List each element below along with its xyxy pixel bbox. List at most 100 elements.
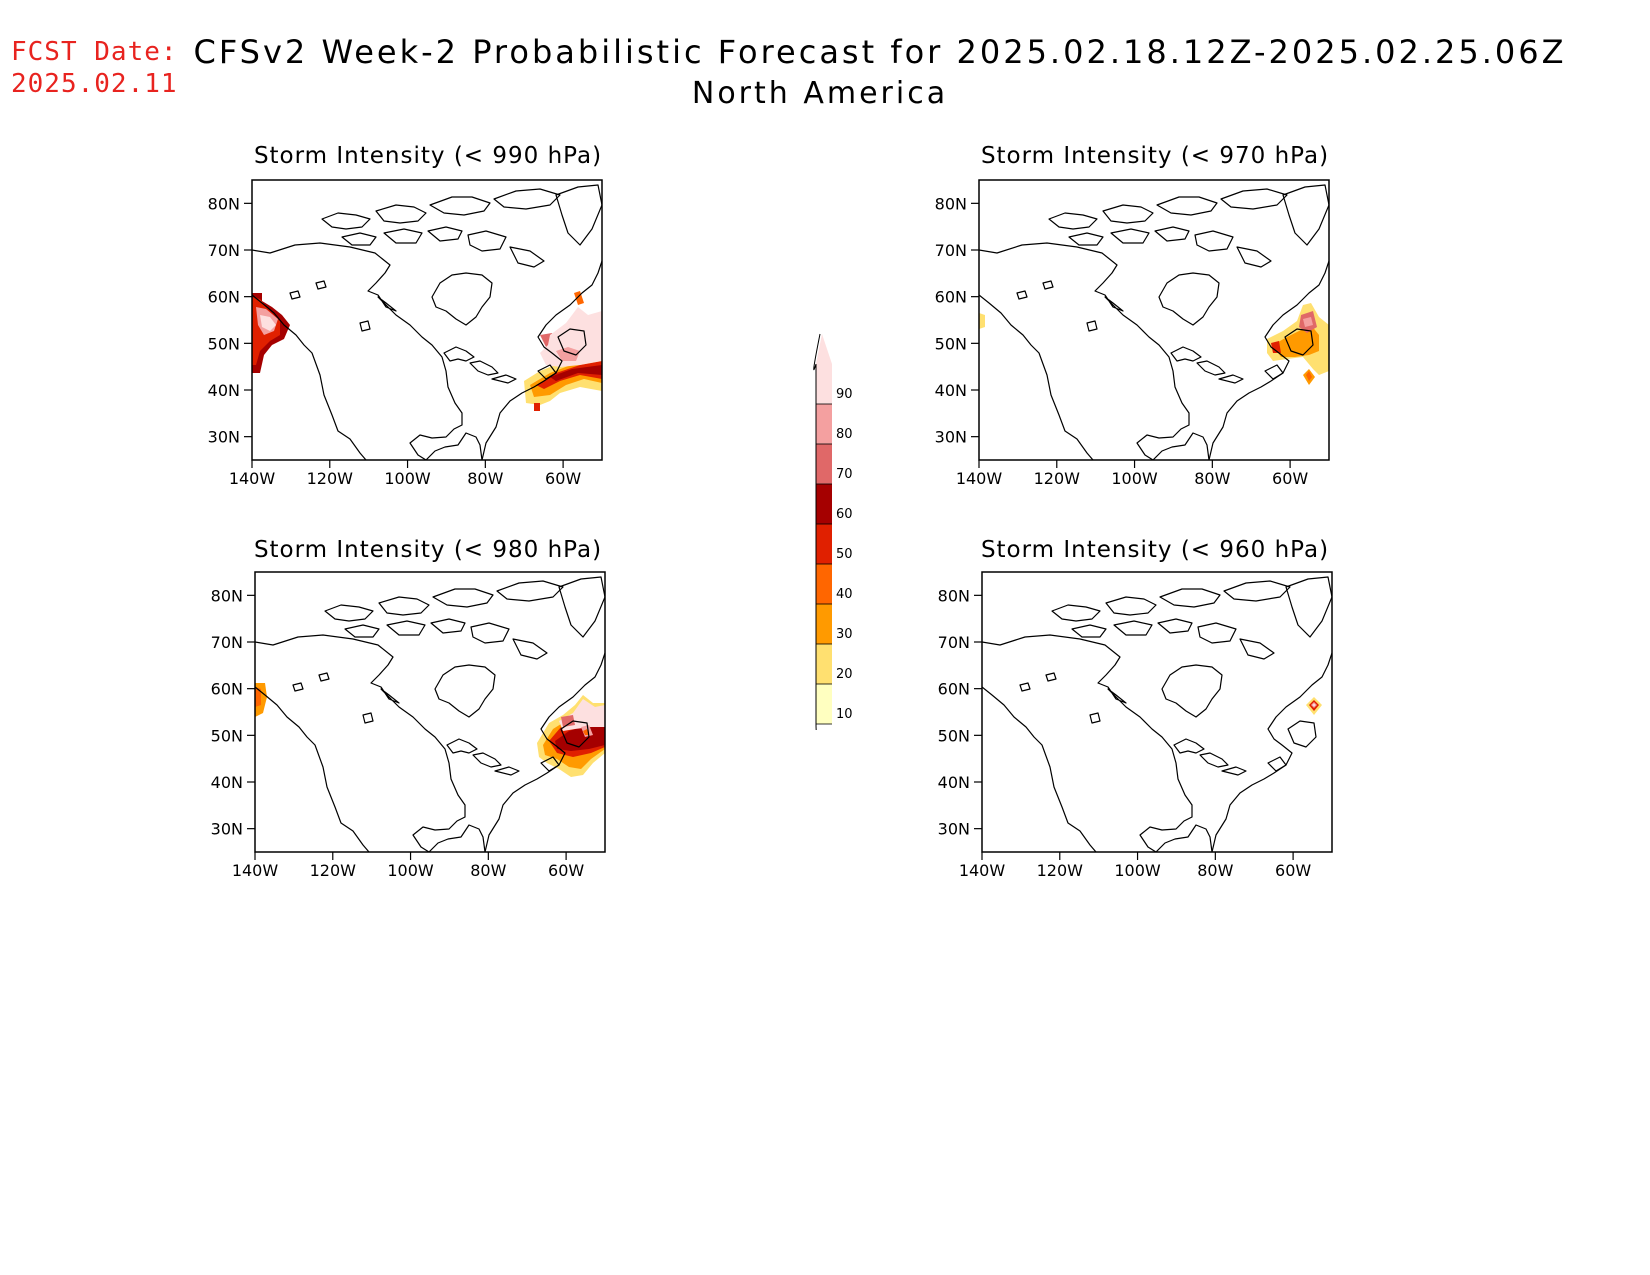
map-frame bbox=[981, 571, 1333, 853]
coastline-22 bbox=[1086, 320, 1098, 332]
probability-shading bbox=[252, 291, 602, 411]
coastline-15 bbox=[467, 230, 507, 252]
colorbar-label: 60 bbox=[836, 507, 853, 522]
lon-tick-label: 60W bbox=[545, 469, 581, 488]
coastline-22 bbox=[359, 320, 371, 332]
probability-shading bbox=[1306, 697, 1322, 715]
panel-title-980: Storm Intensity (< 980 hPa) bbox=[253, 537, 603, 563]
prob-area-alaska bbox=[255, 687, 261, 707]
panel-title-970: Storm Intensity (< 970 hPa) bbox=[980, 143, 1330, 169]
map-panel-990: 80N 70N 60N 50N 40N 30N 140W 120W 100W 80W 60W bbox=[208, 179, 603, 488]
coastline-17 bbox=[558, 576, 605, 638]
coastline-9 bbox=[1102, 204, 1154, 224]
coastline-14 bbox=[1157, 618, 1193, 634]
coastline-8 bbox=[1048, 212, 1098, 230]
coastline-13 bbox=[383, 228, 423, 244]
colorbar-label: 70 bbox=[836, 467, 853, 482]
prob-area-newfoundland bbox=[1303, 317, 1313, 327]
lon-tick-label: 60W bbox=[1275, 861, 1311, 880]
lat-tick-label: 40N bbox=[938, 773, 970, 792]
coastline-0 bbox=[252, 242, 463, 460]
coastline-2 bbox=[1211, 652, 1332, 852]
coastline-16 bbox=[1236, 246, 1272, 268]
coastline-15 bbox=[1194, 230, 1234, 252]
lat-tick-label: 60N bbox=[208, 288, 240, 307]
coastline-0 bbox=[979, 242, 1190, 460]
prob-area-atlantic bbox=[561, 715, 575, 727]
coastline-7 bbox=[491, 374, 517, 384]
coastline-0 bbox=[982, 634, 1193, 852]
lon-tick-label: 60W bbox=[1272, 469, 1308, 488]
colorbar-segment bbox=[816, 604, 832, 644]
coastline-18 bbox=[1287, 720, 1317, 748]
coastline-2 bbox=[481, 260, 602, 460]
probability-shading bbox=[255, 683, 605, 777]
coastline-19 bbox=[537, 364, 557, 380]
lat-tick-label: 80N bbox=[208, 194, 240, 213]
prob-area-newfoundland bbox=[1271, 341, 1281, 353]
lon-tick-label: 140W bbox=[959, 861, 1006, 880]
lat-tick-label: 70N bbox=[938, 633, 970, 652]
page-subtitle: North America bbox=[691, 76, 949, 111]
coastline-20 bbox=[315, 280, 327, 290]
lat-tick-label: 60N bbox=[935, 288, 967, 307]
lat-tick-label: 60N bbox=[211, 680, 243, 699]
coastline-1 bbox=[425, 432, 483, 460]
coastline-16 bbox=[512, 638, 548, 660]
coastline-18 bbox=[557, 328, 587, 356]
coastline-5 bbox=[1170, 346, 1202, 362]
lat-tick-label: 60N bbox=[938, 680, 970, 699]
forecast-date-value: 2025.02.11 bbox=[11, 69, 178, 99]
colorbar-segment bbox=[816, 684, 832, 724]
lat-tick-label: 70N bbox=[935, 241, 967, 260]
colorbar-segment bbox=[816, 644, 832, 684]
coastline-9 bbox=[375, 204, 427, 224]
coastline-9 bbox=[1105, 596, 1157, 616]
map-panel-960: 80N 70N 60N 50N 40N 30N 140W 120W 100W 80W 60W bbox=[938, 571, 1333, 880]
lon-tick-label: 80W bbox=[467, 469, 503, 488]
coastline-6 bbox=[469, 360, 499, 376]
prob-area-labrador bbox=[574, 291, 584, 305]
prob-area-newfoundland bbox=[1273, 325, 1319, 357]
panel-title-990: Storm Intensity (< 990 hPa) bbox=[253, 143, 603, 169]
coastline-2 bbox=[1208, 260, 1329, 460]
coastlines bbox=[979, 184, 1329, 460]
prob-area-labrador bbox=[540, 307, 602, 367]
coastline-6 bbox=[472, 752, 502, 768]
forecast-date-label: FCST Date: bbox=[11, 37, 178, 67]
coastline-10 bbox=[429, 196, 491, 216]
colorbar-segment bbox=[816, 484, 832, 524]
coastline-12 bbox=[1068, 232, 1104, 246]
lon-tick-label: 100W bbox=[1111, 469, 1158, 488]
lon-tick-label: 100W bbox=[387, 861, 434, 880]
coastline-1 bbox=[428, 824, 486, 852]
coastline-15 bbox=[1197, 622, 1237, 644]
coastline-8 bbox=[1051, 604, 1101, 622]
coastline-17 bbox=[555, 184, 602, 246]
prob-area-atlantic bbox=[555, 725, 605, 751]
coastline-11 bbox=[496, 580, 564, 602]
coastline-19 bbox=[540, 756, 560, 772]
lon-tick-label: 100W bbox=[1114, 861, 1161, 880]
lat-tick-label: 30N bbox=[208, 428, 240, 447]
map-frame bbox=[254, 571, 606, 853]
coastline-10 bbox=[432, 588, 494, 608]
panel-title-960: Storm Intensity (< 960 hPa) bbox=[980, 537, 1330, 563]
lon-tick-label: 120W bbox=[1034, 469, 1081, 488]
map-panel-970: 80N 70N 60N 50N 40N 30N 140W 120W 100W 80W 60W bbox=[935, 179, 1330, 488]
colorbar-label: 10 bbox=[836, 707, 853, 722]
coastline-2 bbox=[484, 652, 605, 852]
coastline-8 bbox=[324, 604, 374, 622]
coastline-10 bbox=[1159, 588, 1221, 608]
coastline-7 bbox=[1221, 766, 1247, 776]
lat-tick-label: 80N bbox=[211, 586, 243, 605]
lon-tick-label: 60W bbox=[548, 861, 584, 880]
coastline-3 bbox=[255, 686, 370, 852]
page-title: CFSv2 Week-2 Probabilistic Forecast for … bbox=[193, 33, 1567, 71]
lat-tick-label: 40N bbox=[935, 381, 967, 400]
coastline-18 bbox=[560, 720, 590, 748]
colorbar-label: 30 bbox=[836, 627, 853, 642]
coastline-9 bbox=[378, 596, 430, 616]
coastline-20 bbox=[1042, 280, 1054, 290]
coastline-1 bbox=[1152, 432, 1210, 460]
